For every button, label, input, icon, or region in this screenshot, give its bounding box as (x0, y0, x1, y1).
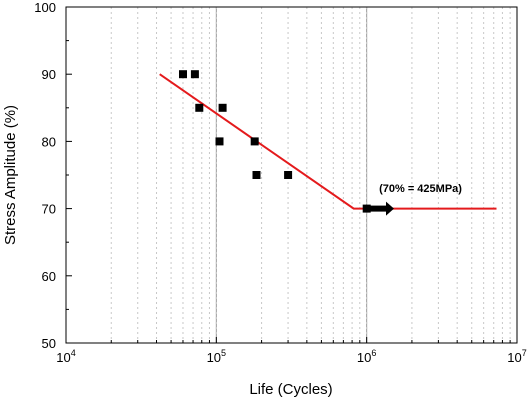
runout-arrow (366, 201, 395, 216)
data-point (250, 137, 259, 146)
x-tick-label: 106 (357, 348, 376, 365)
y-axis-ticks: 50 60 70 80 90 100 (34, 0, 72, 351)
y-tick-label: 70 (42, 202, 56, 217)
y-tick-label: 50 (42, 336, 56, 351)
y-tick-label: 90 (42, 67, 56, 82)
data-point (218, 103, 227, 112)
data-point (215, 137, 224, 146)
data-point (284, 171, 293, 179)
y-tick-label: 80 (42, 134, 56, 149)
y-tick-label: 60 (42, 269, 56, 284)
runout-arrow-head (386, 201, 395, 216)
x-axis-ticks: 104 105 106 107 (56, 337, 527, 365)
data-point (190, 70, 199, 79)
runout-arrow-shaft (366, 205, 386, 212)
runout-annotation: (70% = 425MPa) (379, 183, 462, 195)
y-axis-label: Stress Amplitude (%) (2, 105, 19, 245)
x-tick-label: 107 (507, 348, 526, 365)
y-tick-label: 100 (34, 0, 56, 15)
x-axis-label: Life (Cycles) (249, 381, 332, 398)
x-tick-label: 104 (56, 348, 75, 365)
x-tick-label: 105 (207, 348, 226, 365)
data-point (252, 171, 261, 179)
fit-line (159, 73, 497, 210)
data-point (179, 70, 187, 79)
grid-lines (110, 7, 511, 343)
data-point (195, 103, 204, 112)
